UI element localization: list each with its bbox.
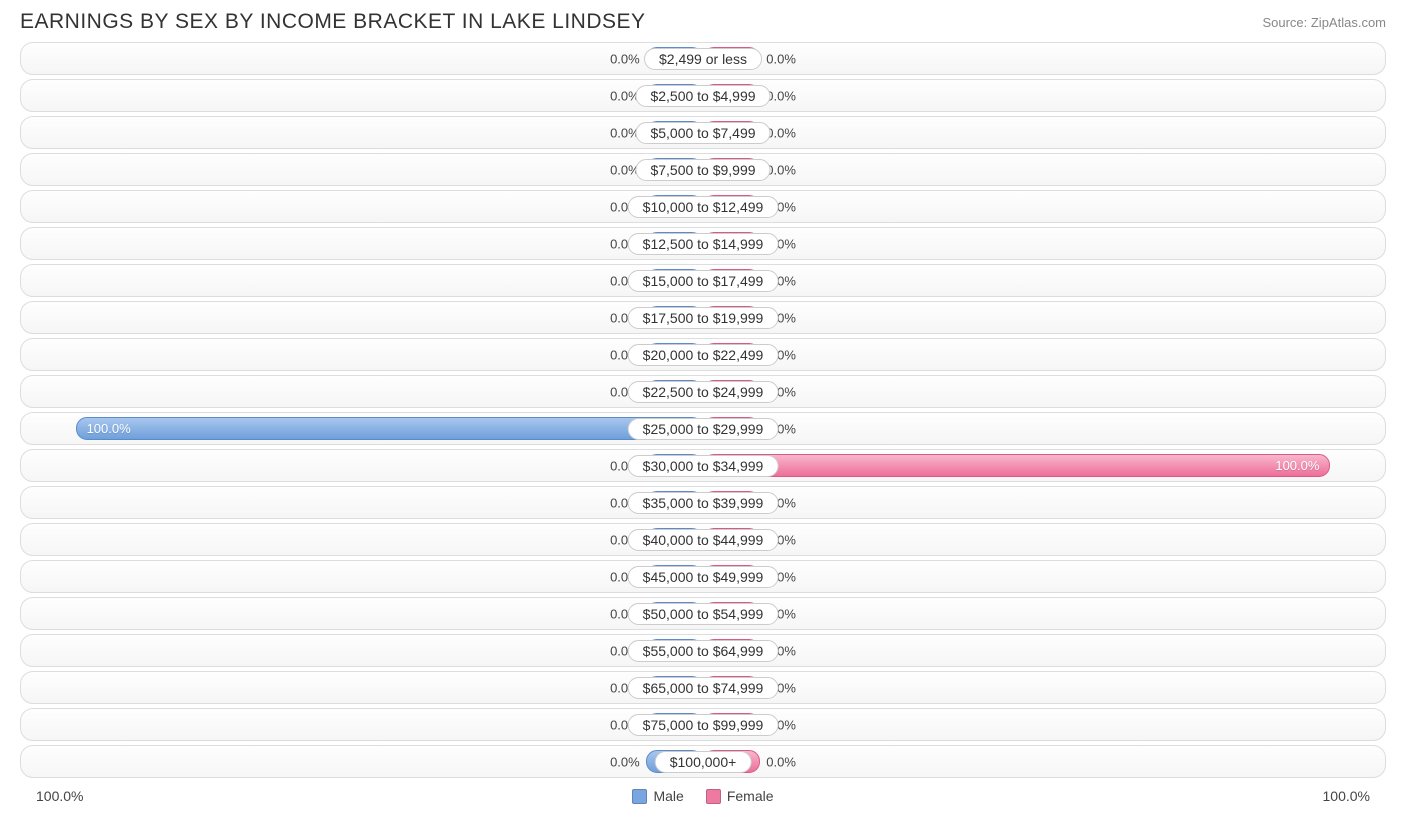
bracket-label: $75,000 to $99,999 — [628, 714, 779, 736]
chart-footer: 100.0% Male Female 100.0% — [0, 782, 1406, 804]
male-value-label: 0.0% — [610, 51, 640, 66]
bracket-label: $40,000 to $44,999 — [628, 529, 779, 551]
chart-row: 0.0%0.0%$17,500 to $19,999 — [20, 301, 1386, 334]
chart-source: Source: ZipAtlas.com — [1262, 15, 1386, 30]
male-value-label: 0.0% — [610, 754, 640, 769]
chart-row: 100.0%0.0%$25,000 to $29,999 — [20, 412, 1386, 445]
chart-row: 100.0%0.0%$30,000 to $34,999 — [20, 449, 1386, 482]
chart-row: 0.0%0.0%$50,000 to $54,999 — [20, 597, 1386, 630]
female-value-label: 0.0% — [766, 754, 796, 769]
bracket-label: $15,000 to $17,499 — [628, 270, 779, 292]
bracket-label: $45,000 to $49,999 — [628, 566, 779, 588]
chart-row: 0.0%0.0%$22,500 to $24,999 — [20, 375, 1386, 408]
female-swatch-icon — [706, 789, 721, 804]
female-value-label: 0.0% — [766, 88, 796, 103]
bracket-label: $7,500 to $9,999 — [635, 159, 770, 181]
male-bar: 100.0% — [76, 417, 703, 440]
chart-row: 0.0%0.0%$2,500 to $4,999 — [20, 79, 1386, 112]
chart-row: 0.0%0.0%$35,000 to $39,999 — [20, 486, 1386, 519]
legend-male-label: Male — [653, 788, 683, 804]
chart-row: 0.0%0.0%$55,000 to $64,999 — [20, 634, 1386, 667]
chart-title: EARNINGS BY SEX BY INCOME BRACKET IN LAK… — [20, 10, 646, 34]
bracket-label: $20,000 to $22,499 — [628, 344, 779, 366]
chart-row: 0.0%0.0%$15,000 to $17,499 — [20, 264, 1386, 297]
bracket-label: $55,000 to $64,999 — [628, 640, 779, 662]
bracket-label: $2,499 or less — [644, 48, 762, 70]
chart-row: 0.0%0.0%$12,500 to $14,999 — [20, 227, 1386, 260]
chart-row: 0.0% 0.0% $2,499 or less — [20, 42, 1386, 75]
female-bar: 100.0% — [703, 454, 1330, 477]
chart-row: 0.0%0.0%$75,000 to $99,999 — [20, 708, 1386, 741]
bracket-label: $12,500 to $14,999 — [628, 233, 779, 255]
female-value-label: 100.0% — [1275, 458, 1329, 473]
bracket-label: $35,000 to $39,999 — [628, 492, 779, 514]
axis-right-label: 100.0% — [1323, 788, 1370, 804]
male-value-label: 100.0% — [77, 421, 131, 436]
bracket-label: $30,000 to $34,999 — [628, 455, 779, 477]
chart-row: 0.0%0.0%$7,500 to $9,999 — [20, 153, 1386, 186]
chart-row: 0.0% 0.0% $100,000+ — [20, 745, 1386, 778]
chart-header: EARNINGS BY SEX BY INCOME BRACKET IN LAK… — [0, 0, 1406, 42]
chart-row: 0.0%0.0%$10,000 to $12,499 — [20, 190, 1386, 223]
chart-row: 0.0%0.0%$65,000 to $74,999 — [20, 671, 1386, 704]
bracket-label: $2,500 to $4,999 — [635, 85, 770, 107]
bracket-label: $100,000+ — [655, 751, 752, 773]
legend-female-label: Female — [727, 788, 774, 804]
male-swatch-icon — [632, 789, 647, 804]
female-value-label: 0.0% — [766, 51, 796, 66]
chart-row: 0.0%0.0%$45,000 to $49,999 — [20, 560, 1386, 593]
axis-left-label: 100.0% — [36, 788, 83, 804]
bracket-label: $25,000 to $29,999 — [628, 418, 779, 440]
legend-male: Male — [632, 788, 683, 804]
bracket-label: $10,000 to $12,499 — [628, 196, 779, 218]
chart-area: 0.0%0.0%$2,499 or less0.0%0.0%$2,500 to … — [0, 42, 1406, 778]
bracket-label: $5,000 to $7,499 — [635, 122, 770, 144]
bracket-label: $50,000 to $54,999 — [628, 603, 779, 625]
legend: Male Female — [632, 788, 773, 804]
bracket-label: $17,500 to $19,999 — [628, 307, 779, 329]
legend-female: Female — [706, 788, 774, 804]
bracket-label: $22,500 to $24,999 — [628, 381, 779, 403]
bracket-label: $65,000 to $74,999 — [628, 677, 779, 699]
female-value-label: 0.0% — [766, 162, 796, 177]
female-value-label: 0.0% — [766, 125, 796, 140]
chart-row: 0.0%0.0%$20,000 to $22,499 — [20, 338, 1386, 371]
chart-row: 0.0%0.0%$5,000 to $7,499 — [20, 116, 1386, 149]
chart-row: 0.0%0.0%$40,000 to $44,999 — [20, 523, 1386, 556]
